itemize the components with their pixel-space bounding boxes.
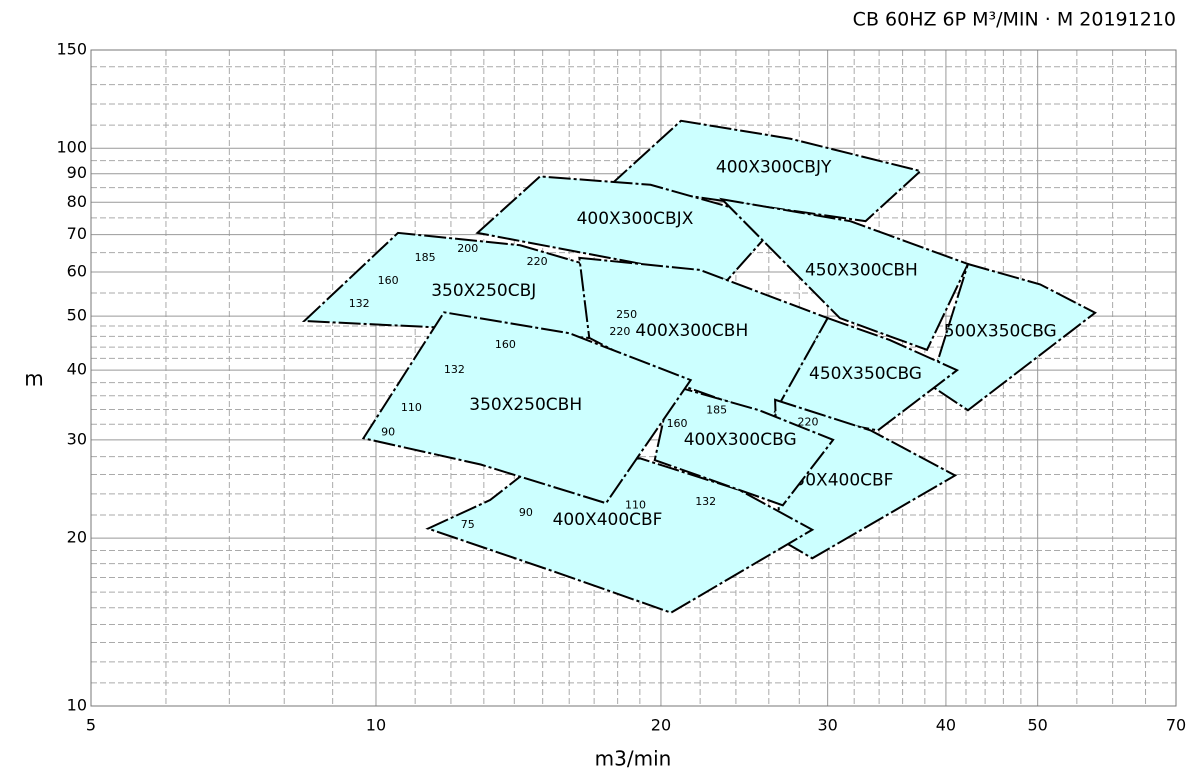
kw-label: 75 [461,518,475,531]
kw-label: 220 [609,325,630,338]
y-axis-label: m [24,367,43,391]
y-tick-label: 90 [67,163,87,182]
kw-label: 110 [625,498,646,511]
kw-label: 160 [667,417,688,430]
kw-label: 160 [378,274,399,287]
region [773,316,960,432]
chart-title: CB 60HZ 6P M³/MIN · M 20191210 [853,9,1176,31]
kw-label: 90 [381,426,395,439]
region-label: 400X400CBF [553,510,663,530]
region-label: 450X300CBH [805,260,918,280]
y-tick-label: 70 [67,224,87,243]
y-tick-label: 80 [67,192,87,211]
y-tick-label: 150 [56,40,87,59]
region-label: 400X300CBJX [577,209,694,229]
x-tick-label: 50 [1027,716,1047,735]
region-label: 450X400CBF [784,471,894,491]
region-label: 400X300CBH [635,321,748,341]
kw-label: 185 [706,403,727,416]
x-tick-label: 5 [86,716,96,735]
kw-label: 132 [349,297,370,310]
kw-label: 220 [527,255,548,268]
region [929,262,1097,412]
y-tick-label: 50 [67,306,87,325]
x-tick-label: 70 [1166,716,1186,735]
y-tick-label: 20 [67,528,87,547]
region-label: 400X300CBJY [716,157,832,177]
region [425,457,815,614]
region-label: 350X250CBH [469,395,582,415]
y-tick-label: 40 [67,360,87,379]
region-label: 400X300CBG [684,430,797,450]
region [653,383,835,507]
kw-label: 132 [444,363,465,376]
region-label: 350X250CBJ [431,281,536,301]
region [608,119,923,223]
y-tick-label: 10 [67,696,87,715]
kw-label: 160 [495,338,516,351]
kw-label: 110 [401,401,422,414]
kw-label: 250 [616,308,637,321]
kw-label: 220 [798,416,819,429]
kw-label: 90 [519,506,533,519]
kw-label: 185 [415,251,436,264]
region-label: 450X350CBG [809,364,922,384]
x-tick-label: 30 [817,716,837,735]
x-axis-label: m3/min [595,747,672,771]
region [719,197,970,352]
plot-frame [90,49,1177,707]
y-tick-label: 100 [56,138,87,157]
region [578,256,830,420]
y-tick-label: 60 [67,261,87,280]
x-tick-label: 40 [936,716,956,735]
region-label: 500X350CBG [944,321,1057,341]
kw-label: 200 [457,242,478,255]
x-tick-label: 20 [651,716,671,735]
y-tick-label: 30 [67,429,87,448]
kw-label: 132 [695,495,716,508]
x-tick-label: 10 [366,716,386,735]
region [361,311,693,505]
